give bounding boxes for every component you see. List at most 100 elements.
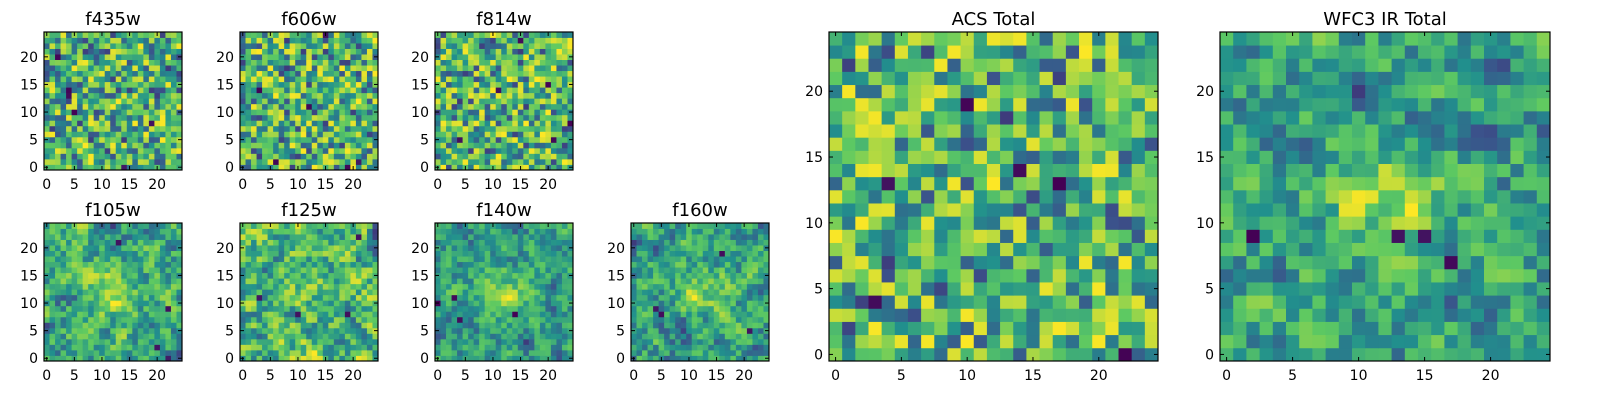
heatmap-cell [273,87,280,94]
heatmap-cell [267,289,274,296]
heatmap-cell [675,316,682,323]
heatmap-cell [713,250,720,257]
heatmap-cell [653,322,659,329]
heatmap-cell [842,268,856,283]
heatmap-cell [132,278,139,285]
heatmap-cell [636,316,643,323]
heatmap-cell [328,147,335,154]
heatmap-cell [278,158,285,165]
heatmap-cell [719,344,726,351]
heatmap-cell [680,322,687,329]
heatmap-cell [170,305,177,312]
heatmap-cell [44,103,50,110]
heatmap-cell [446,267,452,274]
heatmap-cell [457,158,463,165]
heatmap-cell [88,256,95,263]
heatmap-cell [121,125,128,132]
heatmap-cell [462,344,469,351]
heatmap-cell [490,338,497,345]
heatmap-cell [921,268,935,283]
heatmap-cell [664,223,671,229]
heatmap-cell [567,250,574,257]
heatmap-cell [137,239,144,246]
heatmap-cell [77,322,84,329]
heatmap-cell [1105,255,1119,270]
heatmap-cell [71,300,78,307]
heatmap-cell [763,322,770,329]
heatmap-cell [66,147,72,154]
heatmap-cell [361,333,368,340]
heatmap-cell [49,316,56,323]
heatmap-cell [251,54,257,60]
heatmap-cell [691,289,698,296]
heatmap-cell [251,294,257,301]
heatmap-cell [256,261,263,268]
heatmap-cell [746,333,753,340]
heatmap-cell [317,37,324,44]
heatmap-cell [561,344,568,351]
heatmap-cell [534,70,541,77]
heatmap-cell [256,322,263,329]
heatmap-cell [110,267,117,274]
heatmap-cell [159,272,166,279]
heatmap-cell [691,305,698,312]
heatmap-cell [295,125,302,132]
heatmap-cell [366,267,373,274]
heatmap-cell [267,338,274,345]
heatmap-cell [295,250,302,257]
heatmap-cell [262,338,268,345]
heatmap-cell [462,37,469,44]
heatmap-cell [675,355,682,362]
heatmap-cell [960,229,975,243]
heatmap-cell [273,70,280,77]
heatmap-cell [295,147,302,154]
heatmap-cell [170,125,177,132]
heatmap-cell [484,322,491,329]
heatmap-cell [468,136,475,143]
heatmap-cell [344,114,351,121]
heatmap-cell [137,125,144,132]
heatmap-cell [159,289,166,296]
heatmap-cell [567,311,574,318]
heatmap-cell [556,316,563,323]
heatmap-cell [251,223,257,229]
heatmap-cell [295,289,302,296]
heatmap-cell [99,43,106,49]
heatmap-cell [702,344,709,351]
heatmap-cell [490,76,497,83]
heatmap-cell [339,131,346,138]
heatmap-cell [468,65,475,72]
heatmap-cell [137,120,144,127]
heatmap-cell [344,322,351,329]
heatmap-cell [148,98,155,105]
heatmap-cell [490,153,497,160]
heatmap-cell [44,338,50,345]
heatmap-cell [986,189,1001,204]
heatmap-cell [132,43,139,49]
heatmap-cell [99,65,106,72]
heatmap-cell [512,316,519,323]
heatmap-cell [556,349,563,356]
heatmap-cell [284,65,291,72]
heatmap-cell [523,355,530,362]
heatmap-cell [534,349,541,356]
heatmap-cell [763,338,770,345]
heatmap-cell [697,272,704,279]
heatmap-cell [350,43,357,49]
heatmap-cell [256,43,263,49]
heatmap-cell [344,158,351,165]
heatmap-cell [730,305,737,312]
heatmap-cell [372,48,379,55]
heatmap-cell [176,120,183,127]
heatmap-cell [366,349,373,356]
heatmap-cell [642,327,648,334]
heatmap-cell [132,344,139,351]
heatmap-cell [170,283,177,290]
heatmap-cell [653,355,659,362]
heatmap-cell [973,189,988,204]
heatmap-cell [1013,255,1027,270]
heatmap-cell [104,120,111,127]
heatmap-cell [49,32,56,38]
heatmap-cell [484,103,491,110]
heatmap-cell [440,333,447,340]
